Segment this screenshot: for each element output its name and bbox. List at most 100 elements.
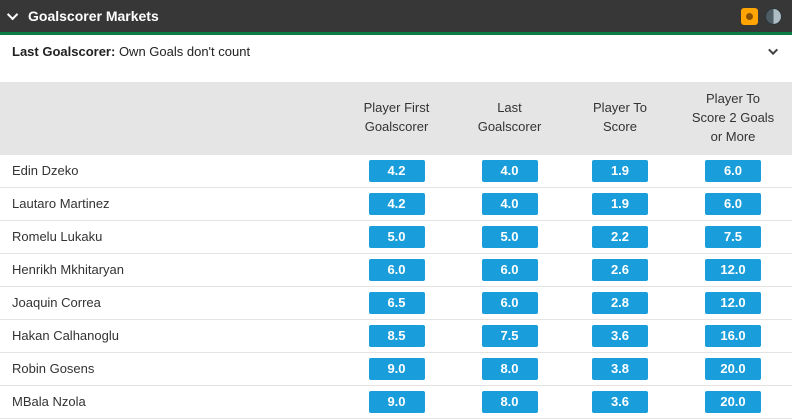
odds-button[interactable]: 8.0 [481,357,538,380]
odds-button[interactable]: 2.2 [592,225,648,248]
odds-cell: 6.5 [340,291,453,314]
player-name: Henrikh Mkhitaryan [12,262,124,278]
odds-button[interactable]: 20.0 [705,357,761,380]
market-header-bar: Goalscorer Markets [0,0,792,32]
odds-button[interactable]: 8.5 [368,324,425,347]
player-name: Edin Dzeko [12,163,79,179]
odds-cell: 2.8 [566,291,674,314]
odds-button[interactable]: 2.8 [592,291,648,314]
odds-button[interactable]: 7.5 [481,324,538,347]
chevron-down-icon[interactable] [768,45,779,56]
last-goalscorer-accordion[interactable]: Last Goalscorer: Own Goals don't count [0,35,792,68]
odds-button[interactable]: 12.0 [705,258,761,281]
odds-button[interactable]: 3.8 [592,357,648,380]
column-player-to-score: Player To Score [593,100,647,135]
odds-button[interactable]: 4.0 [481,192,538,215]
odds-cell: 8.0 [453,390,566,413]
page-title: Goalscorer Markets [28,8,159,24]
odds-cell: 16.0 [674,324,792,347]
odds-cell: 3.8 [566,357,674,380]
odds-button[interactable]: 6.0 [705,159,761,182]
odds-cell: 4.2 [340,192,453,215]
odds-cell: 6.0 [340,258,453,281]
odds-cell: 3.6 [566,390,674,413]
table-row: Joaquin Correa 6.5 6.0 2.8 12.0 [0,286,792,320]
odds-button[interactable]: 6.0 [368,258,425,281]
odds-cell: 12.0 [674,291,792,314]
odds-button[interactable]: 6.0 [481,258,538,281]
odds-cell: 5.0 [453,225,566,248]
odds-button[interactable]: 2.6 [592,258,648,281]
odds-cell: 1.9 [566,192,674,215]
odds-button[interactable]: 16.0 [705,324,761,347]
odds-cell: 6.0 [674,159,792,182]
player-name: Robin Gosens [12,361,95,377]
table-header: Player First Goalscorer Last Goalscorer … [0,82,792,155]
odds-button[interactable]: 6.0 [481,291,538,314]
table-row: MBala Nzola 9.0 8.0 3.6 20.0 [0,385,792,419]
odds-button[interactable]: 1.9 [592,159,648,182]
odds-cell: 5.0 [340,225,453,248]
player-name: Hakan Calhanoglu [12,328,119,344]
header-icons [741,7,782,25]
table-row: Robin Gosens 9.0 8.0 3.8 20.0 [0,352,792,386]
odds-button[interactable]: 6.5 [368,291,425,314]
odds-cell: 8.0 [453,357,566,380]
odds-button[interactable]: 3.6 [592,324,648,347]
odds-cell: 9.0 [340,357,453,380]
odds-cell: 1.9 [566,159,674,182]
subheader-label: Last Goalscorer: [12,44,116,59]
odds-button[interactable]: 3.6 [592,390,648,413]
odds-button[interactable]: 9.0 [368,390,425,413]
column-score-2-or-more: Player To Score 2 Goals or More [691,91,775,144]
table-row: Romelu Lukaku 5.0 5.0 2.2 7.5 [0,220,792,254]
player-name: Romelu Lukaku [12,229,103,245]
subheader-text: Last Goalscorer: Own Goals don't count [12,44,250,59]
odds-button[interactable]: 20.0 [705,390,761,413]
odds-button[interactable]: 4.2 [368,192,425,215]
orange-square-icon[interactable] [741,7,758,25]
odds-cell: 3.6 [566,324,674,347]
column-player [0,110,340,126]
orange-square-dot [746,12,753,20]
odds-cell: 9.0 [340,390,453,413]
odds-cell: 8.5 [340,324,453,347]
odds-cell: 6.0 [674,192,792,215]
odds-button[interactable]: 7.5 [705,225,761,248]
odds-button[interactable]: 4.0 [481,159,538,182]
odds-cell: 4.0 [453,159,566,182]
odds-cell: 2.2 [566,225,674,248]
green-accent-line [0,32,792,35]
odds-cell: 20.0 [674,390,792,413]
odds-button[interactable]: 8.0 [481,390,538,413]
odds-cell: 12.0 [674,258,792,281]
clock-icon[interactable] [765,7,782,25]
odds-button[interactable]: 4.2 [368,159,425,182]
odds-cell: 7.5 [453,324,566,347]
chevron-down-icon[interactable] [6,8,19,21]
odds-button[interactable]: 9.0 [368,357,425,380]
spacer [0,68,792,82]
player-name: MBala Nzola [12,394,86,410]
table-row: Hakan Calhanoglu 8.5 7.5 3.6 16.0 [0,319,792,353]
subheader-note: Own Goals don't count [115,44,251,59]
odds-button[interactable]: 6.0 [705,192,761,215]
table-row: Edin Dzeko 4.2 4.0 1.9 6.0 [0,154,792,188]
column-first-goalscorer: Player First Goalscorer [363,100,430,135]
odds-cell: 7.5 [674,225,792,248]
table-body: Edin Dzeko 4.2 4.0 1.9 6.0 Lautaro Marti… [0,154,792,419]
player-name: Lautaro Martinez [12,196,110,212]
odds-cell: 4.0 [453,192,566,215]
odds-cell: 20.0 [674,357,792,380]
table-row: Henrikh Mkhitaryan 6.0 6.0 2.6 12.0 [0,253,792,287]
odds-button[interactable]: 5.0 [368,225,425,248]
odds-button[interactable]: 5.0 [481,225,538,248]
odds-cell: 2.6 [566,258,674,281]
odds-button[interactable]: 12.0 [705,291,761,314]
odds-button[interactable]: 1.9 [592,192,648,215]
odds-cell: 6.0 [453,291,566,314]
column-last-goalscorer: Last Goalscorer [477,100,542,135]
player-name: Joaquin Correa [12,295,101,311]
odds-cell: 6.0 [453,258,566,281]
